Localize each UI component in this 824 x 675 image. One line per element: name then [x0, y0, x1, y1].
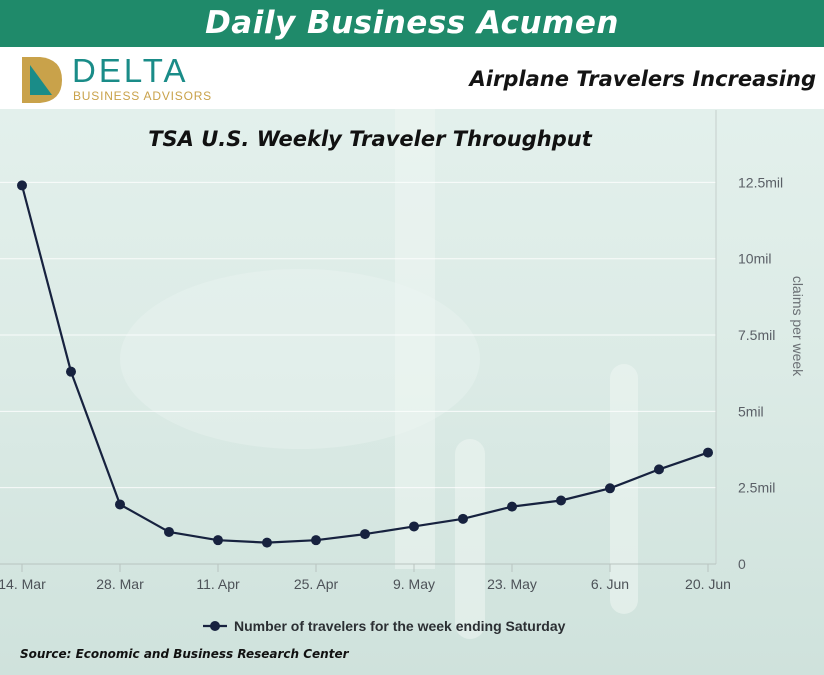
chart-area: TSA U.S. Weekly Traveler Throughput: [0, 109, 824, 675]
data-point: [458, 513, 468, 524]
y-tick-label: 7.5mil: [738, 327, 775, 343]
data-point: [507, 501, 517, 512]
data-point: [556, 495, 566, 506]
y-tick-label: 10mil: [738, 251, 771, 267]
y-tick-label: 5mil: [738, 403, 764, 419]
data-point: [311, 535, 321, 546]
header-row: DELTA BUSINESS ADVISORS Airplane Travele…: [0, 47, 824, 109]
x-tick-label: 20. Jun: [685, 576, 731, 592]
data-point: [164, 526, 174, 537]
headline: Airplane Travelers Increasing: [469, 67, 816, 91]
x-tick-label: 11. Apr: [196, 576, 240, 592]
data-point: [262, 537, 272, 548]
data-point: [213, 535, 223, 546]
legend-swatch-marker: [210, 621, 220, 631]
data-point: [66, 366, 76, 377]
background-decoration: [395, 109, 435, 569]
data-point: [703, 447, 713, 458]
background-decoration: [120, 269, 480, 449]
data-point: [654, 464, 664, 475]
source-note: Source: Economic and Business Research C…: [20, 647, 349, 661]
y-tick-label: 2.5mil: [738, 480, 775, 496]
x-tick-label: 25. Apr: [294, 576, 339, 592]
x-tick-label: 23. May: [487, 576, 537, 592]
data-point: [605, 483, 615, 494]
y-axis-title: claims per week: [790, 276, 806, 377]
chart-title: TSA U.S. Weekly Traveler Throughput: [148, 127, 592, 151]
delta-logo-icon: [22, 57, 62, 103]
x-tick-label: 28. Mar: [96, 576, 144, 592]
logo-subtitle: BUSINESS ADVISORS: [73, 89, 212, 103]
banner-title: Daily Business Acumen: [0, 0, 824, 47]
x-tick-label: 14. Mar: [0, 576, 46, 592]
data-point: [115, 499, 125, 510]
x-tick-label: 9. May: [393, 576, 435, 592]
y-tick-label: 0: [738, 556, 746, 572]
data-point: [17, 180, 27, 191]
legend-label: Number of travelers for the week ending …: [234, 618, 566, 634]
y-tick-label: 12.5mil: [738, 174, 783, 190]
data-point: [409, 521, 419, 532]
data-point: [360, 529, 370, 540]
logo-word: DELTA: [72, 52, 189, 89]
background-decoration: [455, 439, 485, 639]
x-tick-label: 6. Jun: [591, 576, 629, 592]
